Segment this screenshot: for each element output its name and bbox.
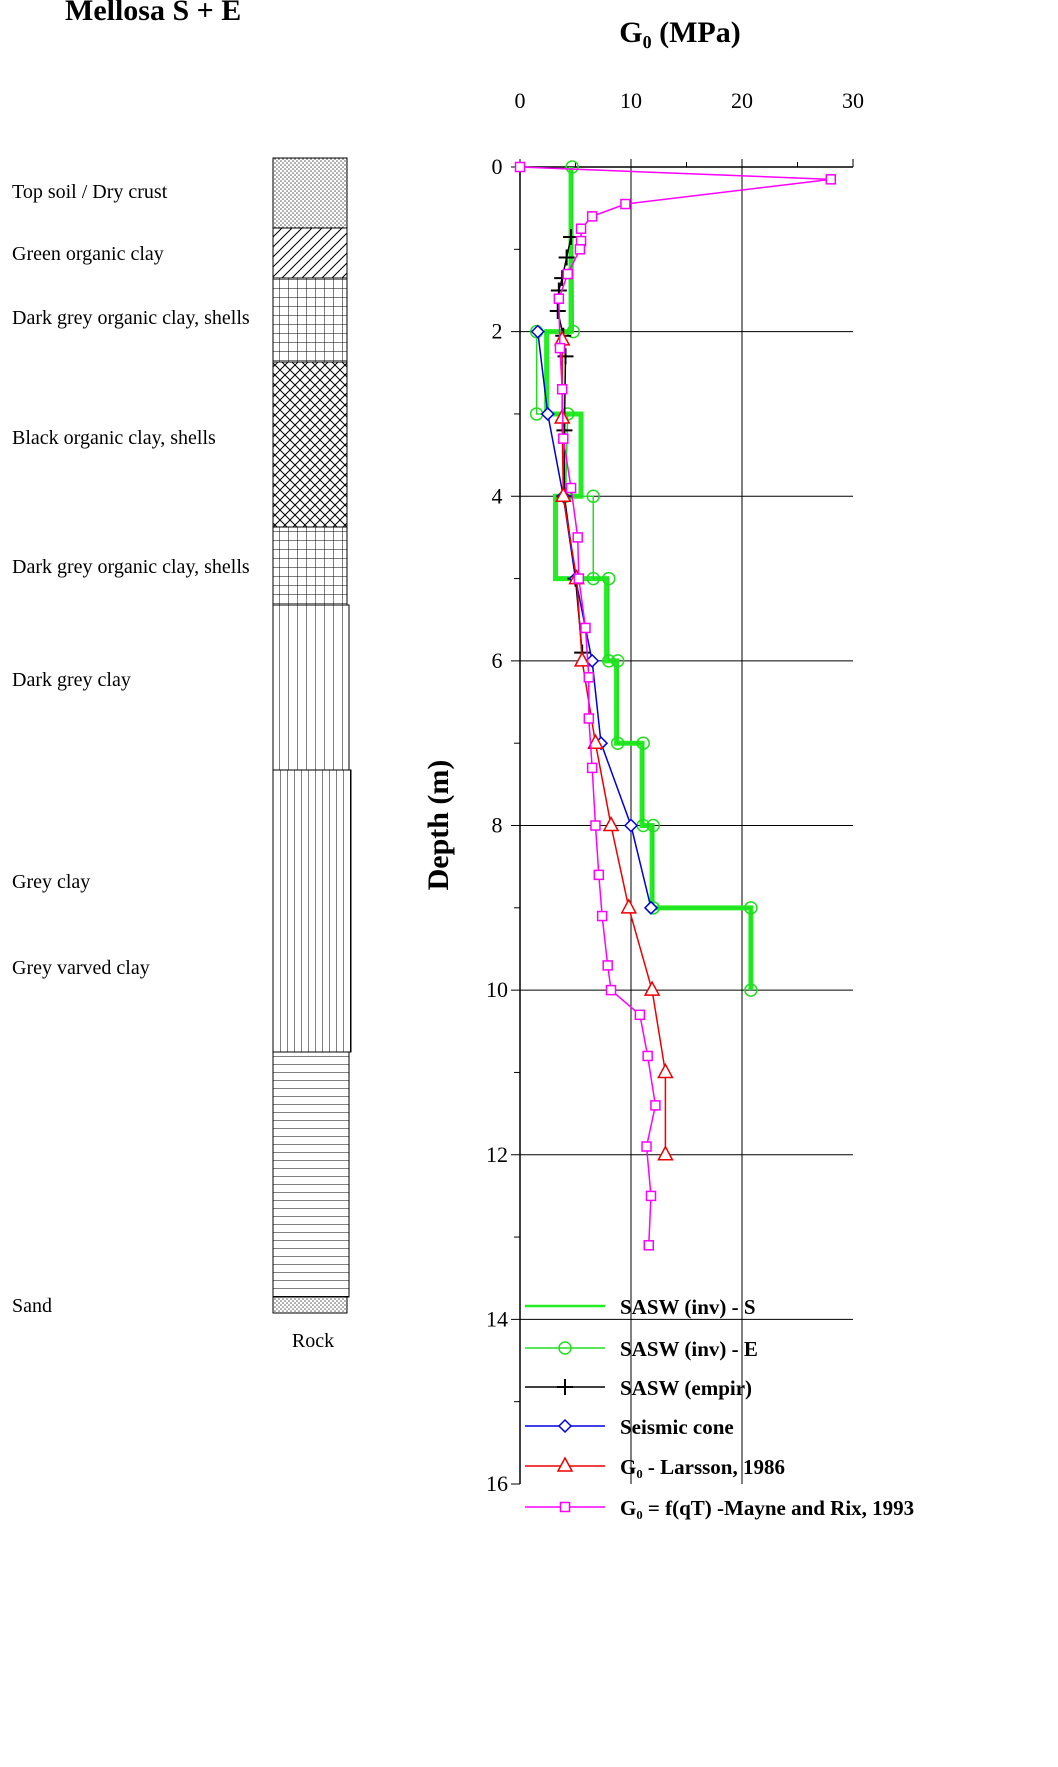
soil-layer — [273, 1052, 349, 1297]
marker — [598, 912, 607, 921]
marker — [574, 574, 583, 583]
soil-layer — [273, 228, 347, 278]
legend-label: G₀ = f(qT) -Mayne and Rix, 1993 — [620, 1496, 914, 1520]
legend-marker — [558, 1458, 572, 1471]
marker — [555, 344, 564, 353]
legend-label: SASW (inv) - E — [620, 1337, 758, 1361]
soil-layer-label: Grey clay — [12, 869, 252, 895]
soil-layer-label: Dark grey organic clay, shells — [12, 554, 252, 580]
marker — [588, 212, 597, 221]
marker — [642, 1142, 651, 1151]
marker — [588, 763, 597, 772]
marker — [658, 1147, 672, 1160]
soil-layer-label: Grey varved clay — [12, 955, 252, 981]
soil-layer-label: Sand — [12, 1293, 252, 1319]
x-tick-label: 0 — [515, 88, 526, 113]
y-tick-label: 10 — [486, 977, 508, 1002]
marker — [584, 714, 593, 723]
y-tick-label: 4 — [492, 483, 503, 508]
y-tick-label: 16 — [486, 1471, 508, 1496]
plot: 0 10 20 30 0 2 4 6 8 10 12 14 16 — [486, 88, 864, 1496]
y-tick-label: 8 — [492, 813, 503, 838]
soil-layer — [273, 527, 347, 605]
marker — [584, 673, 593, 682]
x-axis-title: G₀ (MPa) — [619, 16, 740, 49]
marker — [645, 982, 659, 995]
marker — [622, 900, 636, 913]
soil-layer — [273, 1297, 347, 1313]
legend-label: Seismic cone — [620, 1415, 734, 1439]
marker — [604, 818, 618, 831]
legend-label: SASW (inv) - S — [620, 1295, 756, 1319]
x-tick-label: 10 — [620, 88, 642, 113]
page: {"soil_profile": {"title": "Mellosa S + … — [0, 0, 1058, 1767]
marker — [567, 484, 576, 493]
soil-layer — [273, 362, 347, 527]
y-tick-label: 12 — [486, 1142, 508, 1167]
marker — [826, 175, 835, 184]
y-tick-label: 2 — [492, 319, 503, 344]
marker — [542, 408, 554, 420]
marker — [645, 902, 657, 914]
series-line — [520, 167, 831, 1245]
marker — [594, 870, 603, 879]
soil-layer-label: Black organic clay, shells — [12, 425, 252, 451]
soil-layer — [273, 278, 347, 362]
marker — [625, 820, 637, 832]
soil-layer-label: Green organic clay — [12, 241, 252, 267]
marker — [581, 623, 590, 632]
legend-marker — [557, 1379, 573, 1395]
soil-layer-label: Top soil / Dry crust — [12, 179, 252, 205]
marker — [532, 326, 544, 338]
marker — [559, 434, 568, 443]
marker — [643, 1051, 652, 1060]
marker — [554, 294, 563, 303]
y-tick-label: 14 — [486, 1306, 508, 1331]
marker — [575, 245, 584, 254]
marker — [550, 303, 566, 319]
marker — [651, 1101, 660, 1110]
marker — [591, 821, 600, 830]
legend-label: SASW (empir) — [620, 1376, 752, 1400]
x-tick-label: 20 — [731, 88, 753, 113]
marker — [563, 270, 572, 279]
marker — [573, 533, 582, 542]
y-axis-title: Depth (m) — [422, 760, 455, 891]
figure-title: Mellosa S + E — [65, 0, 241, 27]
marker — [558, 385, 567, 394]
soil-layer — [273, 605, 349, 770]
legend-label: G₀ - Larsson, 1986 — [620, 1455, 785, 1479]
marker — [621, 200, 630, 209]
legend-marker — [561, 1503, 570, 1512]
marker — [607, 986, 616, 995]
y-tick-label: 0 — [492, 154, 503, 179]
y-tick-label: 6 — [492, 648, 503, 673]
soil-layer-label: Dark grey organic clay, shells — [12, 305, 252, 331]
soil-layer-label: Dark grey clay — [12, 667, 252, 693]
marker — [646, 1191, 655, 1200]
soil-layer — [273, 770, 351, 1052]
marker — [644, 1241, 653, 1250]
rock-label: Rock — [292, 1330, 334, 1352]
x-tick-label: 30 — [842, 88, 864, 113]
soil-layer — [273, 158, 347, 228]
legend-marker — [559, 1420, 571, 1432]
marker — [577, 224, 586, 233]
marker — [603, 961, 612, 970]
marker — [516, 163, 525, 172]
marker — [658, 1064, 672, 1077]
marker — [635, 1010, 644, 1019]
